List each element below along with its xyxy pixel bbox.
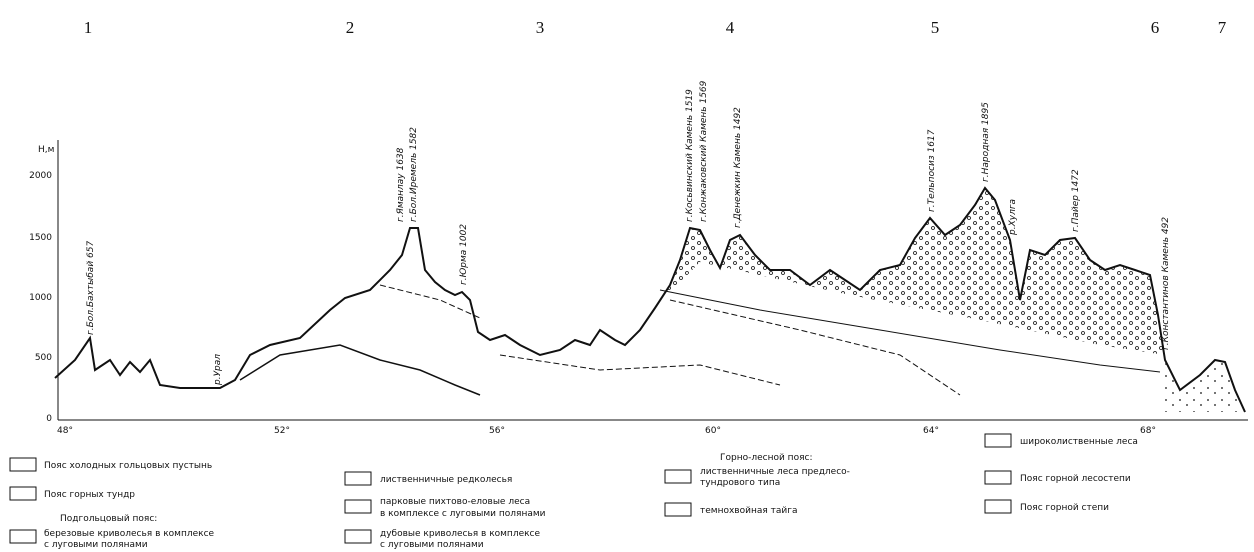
legend-icon (985, 471, 1011, 484)
profile (55, 188, 1245, 412)
legend-text: Пояс горной лесостепи (1020, 474, 1131, 484)
peak-label: г.Константинов Камень 492 (1161, 217, 1171, 350)
legend-text: березовые криволесья в комплексе (44, 529, 215, 539)
section-numbers: 1 2 3 4 5 6 7 (84, 18, 1227, 37)
peak-label: г.Пайер 1472 (1071, 169, 1081, 232)
peak-label: г.Бол.Иремель 1582 (409, 127, 419, 222)
y-tick-label: 2000 (29, 171, 52, 181)
legend-icon (985, 434, 1011, 447)
x-tick-label: 52° (274, 426, 290, 436)
legend-text: тундрового типа (700, 478, 780, 488)
section-number: 3 (536, 18, 545, 37)
legend-text: в комплексе с луговыми полянами (380, 509, 546, 519)
legend-text: лиственничные леса предлесо- (700, 467, 850, 477)
belt-boundary (500, 355, 780, 385)
x-tick-label: 56° (489, 426, 505, 436)
peak-label: г.Яманлау 1638 (396, 147, 406, 222)
diagram: 1 2 3 4 5 6 7 Н,м 2000 1500 1000 500 0 4… (0, 0, 1254, 552)
section-number: 7 (1218, 18, 1227, 37)
x-tick-label: 64° (923, 426, 939, 436)
belt-boundary (240, 345, 480, 395)
legend-text: с луговыми полянами (44, 540, 148, 550)
peak-label: г.Конжаковский Камень 1569 (699, 80, 709, 222)
legend-text: Пояс горных тундр (44, 490, 135, 500)
y-tick-label: 500 (35, 353, 52, 363)
peak-label: г.Народная 1895 (981, 102, 991, 182)
peak-label: г.Бол.Бахтыбай 657 (86, 241, 96, 335)
legend-text: Пояс холодных гольцовых пустынь (44, 461, 212, 471)
legend-icon (10, 530, 36, 543)
peak-label: р.Хулга (1008, 199, 1018, 236)
y-tick-label: 0 (46, 414, 52, 424)
x-tick-label: 60° (705, 426, 721, 436)
legend-text: Горно-лесной пояс: (720, 453, 812, 463)
legend-text: дубовые криволесья в комплексе (380, 529, 540, 539)
peak-label: г.Денежкин Камень 1492 (733, 107, 743, 228)
section-number: 4 (726, 18, 735, 37)
belt-boundary (670, 300, 960, 395)
peak-label: г.Тельпосиз 1617 (927, 129, 937, 212)
legend-icon (345, 500, 371, 513)
legend-icon (345, 530, 371, 543)
legend-icon (10, 458, 36, 471)
legend-text: Подгольцовый пояс: (60, 514, 157, 524)
legend: Пояс холодных гольцовых пустынь Пояс гор… (10, 434, 1138, 550)
legend-text: широколиственные леса (1020, 437, 1138, 447)
peak-label: г.Юрма 1002 (459, 224, 469, 285)
y-tick-label: 1500 (29, 233, 52, 243)
legend-text: темнохвойная тайга (700, 506, 797, 516)
legend-text: Пояс горной степи (1020, 503, 1109, 513)
section-number: 2 (346, 18, 355, 37)
y-axis-label: Н,м (38, 145, 54, 155)
peak-label: г.Косьвинский Камень 1519 (685, 89, 695, 222)
legend-text: с луговыми полянами (380, 540, 484, 550)
legend-icon (665, 470, 691, 483)
x-tick-label: 68° (1140, 426, 1156, 436)
belt-boundary (380, 285, 480, 318)
legend-text: лиственничные редколесья (380, 475, 512, 485)
legend-icon (665, 503, 691, 516)
legend-icon (985, 500, 1011, 513)
y-tick-label: 1000 (29, 293, 52, 303)
section-number: 6 (1151, 18, 1160, 37)
legend-icon (345, 472, 371, 485)
section-number: 5 (931, 18, 940, 37)
legend-icon (10, 487, 36, 500)
peak-label: р.Урал (213, 354, 223, 386)
goltsy-belt (655, 188, 1165, 355)
section-number: 1 (84, 18, 93, 37)
legend-text: парковые пихтово-еловые леса (380, 497, 530, 507)
tundra-belt (1160, 360, 1245, 412)
x-tick-label: 48° (57, 426, 73, 436)
